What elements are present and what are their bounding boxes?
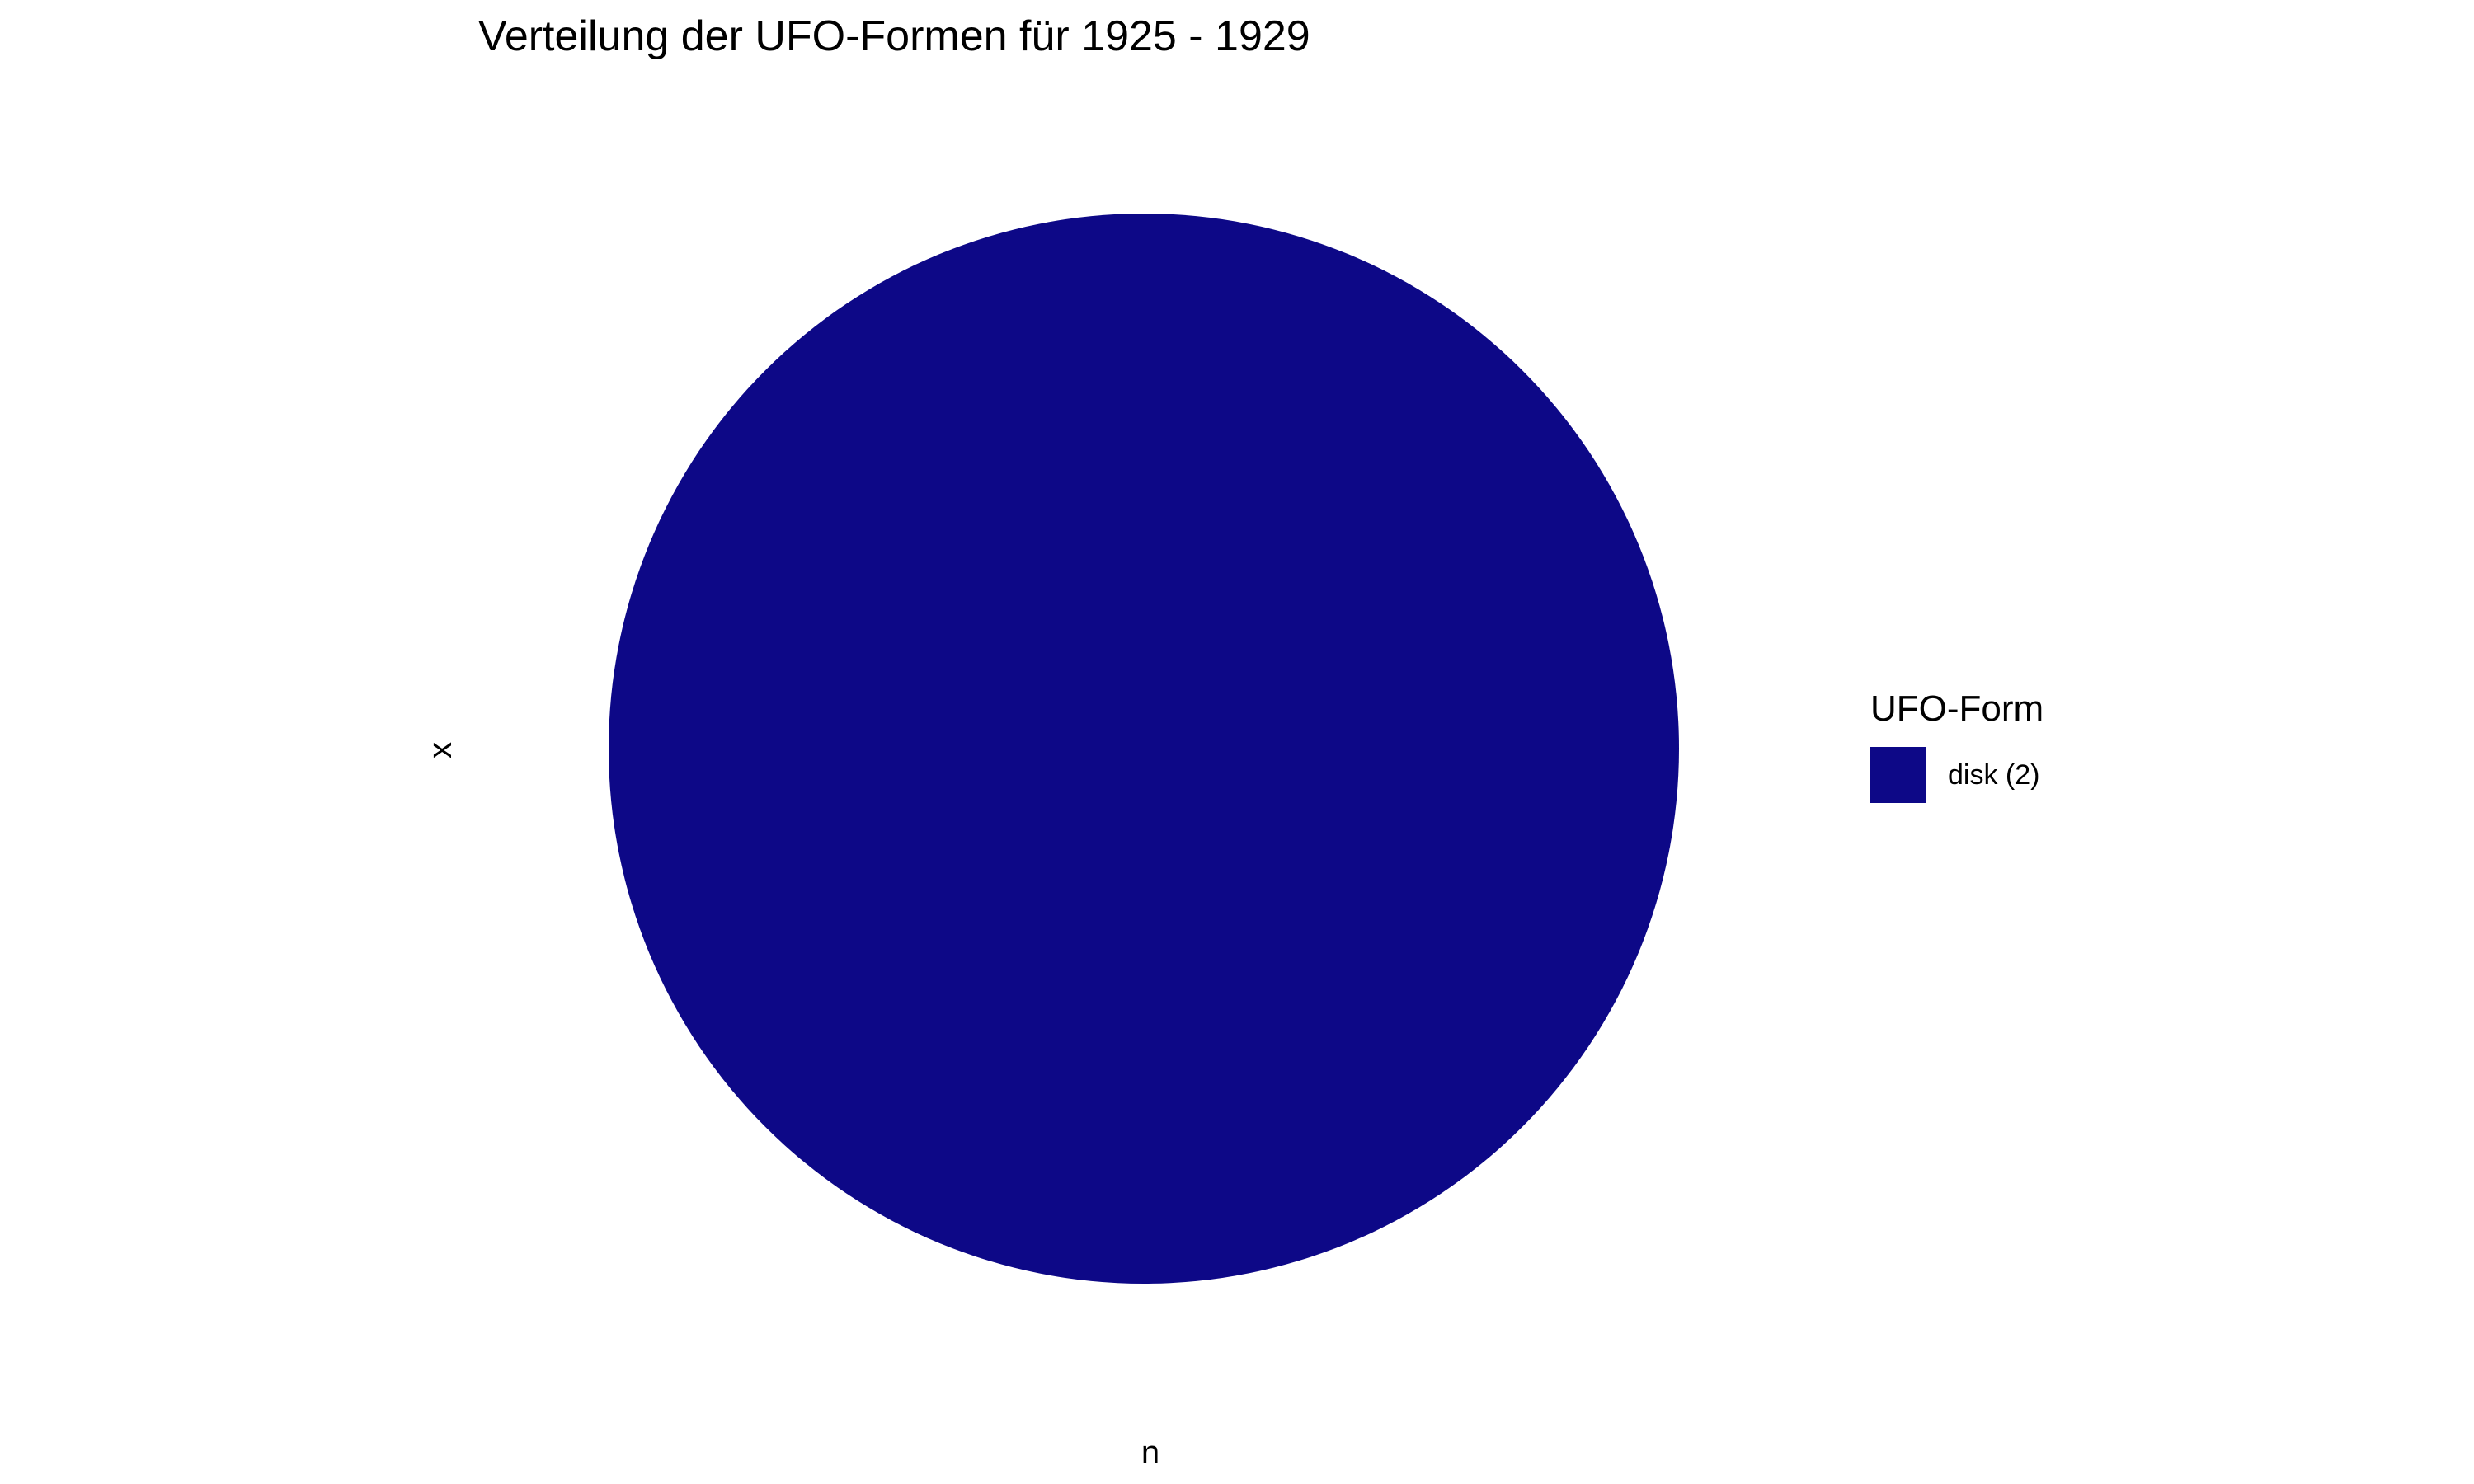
pie-slice-disk [609, 214, 1679, 1284]
chart-title: Verteilung der UFO-Formen für 1925 - 192… [478, 12, 1310, 60]
legend-label: disk (2) [1948, 759, 2040, 791]
legend: UFO-Form disk (2) [1870, 686, 2044, 803]
legend-swatch [1870, 747, 1926, 803]
x-axis-label: n [1141, 1435, 1160, 1471]
pie-slices [609, 214, 1679, 1284]
legend-item: disk (2) [1870, 747, 2044, 803]
y-axis-label: x [422, 742, 459, 758]
legend-title: UFO-Form [1870, 688, 2044, 729]
